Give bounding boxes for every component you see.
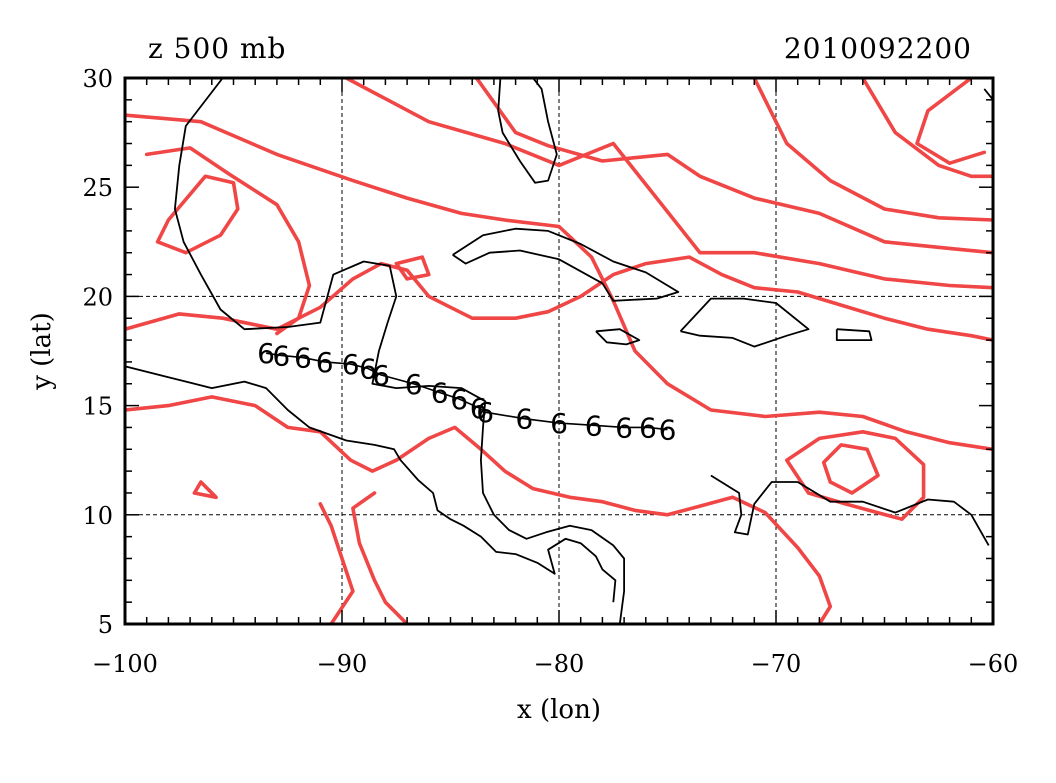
storm-position-symbol: 6	[431, 376, 449, 409]
storm-position-symbol: 6	[659, 414, 677, 447]
x-tick-label: −70	[751, 650, 802, 678]
plot-area: 66 6 6 6 66 6 6 6 66 6 6 6 6 6 6 −100 −90 −80 −70 −6051015…	[82, 65, 1018, 678]
title-left: z 500 mb	[148, 32, 286, 65]
storm-position-symbol: 6	[450, 383, 468, 416]
y-tick-label: 5	[98, 611, 113, 639]
x-tick-label: −100	[92, 650, 158, 678]
height-contour	[474, 78, 993, 255]
storm-position-symbol: 6	[470, 392, 488, 425]
coastline	[595, 328, 641, 346]
storm-position-symbol: 6	[405, 368, 423, 401]
storm-position-symbol: 6	[476, 396, 494, 429]
coastline-layer	[125, 78, 993, 624]
storm-track-line	[265, 352, 668, 431]
coastline	[173, 78, 625, 624]
height-contour	[394, 255, 431, 281]
x-axis-title: x (lon)	[517, 695, 601, 725]
height-contour	[344, 78, 993, 290]
storm-position-symbol: 6	[257, 337, 275, 370]
y-tick-label: 15	[82, 393, 113, 421]
height-contour	[784, 429, 926, 522]
storm-position-symbol: 6	[550, 407, 568, 440]
storm-position-symbol: 6	[585, 409, 603, 442]
y-tick-label: 25	[82, 174, 113, 202]
height-contour	[915, 78, 987, 165]
height-contour	[144, 146, 312, 336]
storm-position-symbol: 6	[359, 352, 377, 385]
height-contour	[351, 491, 409, 624]
coastline	[452, 227, 680, 302]
y-tick-label: 30	[82, 65, 113, 93]
height-contour	[752, 78, 993, 222]
storm-position-symbol: 6	[615, 411, 633, 444]
storm-track-layer: 66 6 6 6 66 6 6 6 66 6 6 6 6 6 6	[257, 337, 676, 446]
storm-position-symbol: 6	[316, 346, 334, 379]
axis-ticks: −100 −90 −80 −70 −60 5 10 15 20 25 30	[82, 65, 1018, 678]
x-tick-label: −90	[317, 650, 368, 678]
coastline	[679, 297, 810, 348]
coastline	[497, 78, 558, 184]
x-tick-label: −60	[968, 650, 1019, 678]
title-right: 2010092200	[784, 32, 972, 65]
height-contour	[821, 443, 880, 495]
y-axis-title: y (lat)	[27, 312, 57, 391]
height-contour	[155, 174, 240, 255]
storm-position-symbol: 6	[272, 339, 290, 372]
height-contour	[192, 480, 218, 500]
storm-position-symbol: 6	[639, 411, 657, 444]
coastline	[710, 474, 990, 546]
storm-position-symbol: 6	[515, 403, 533, 436]
height-contour	[318, 502, 355, 624]
height-contour	[125, 255, 993, 342]
storm-position-symbol: 6	[342, 348, 360, 381]
coastline	[125, 365, 617, 603]
grid-lines	[125, 78, 993, 624]
coastline	[835, 328, 873, 342]
height-contour	[125, 395, 833, 624]
x-tick-label: −80	[534, 650, 585, 678]
y-tick-label: 20	[82, 283, 113, 311]
storm-position-symbol: 6	[294, 342, 312, 375]
storm-position-symbol: 6	[372, 359, 390, 392]
y-tick-label: 10	[82, 502, 113, 530]
height-contour	[860, 78, 993, 179]
contour-layer	[125, 78, 993, 624]
